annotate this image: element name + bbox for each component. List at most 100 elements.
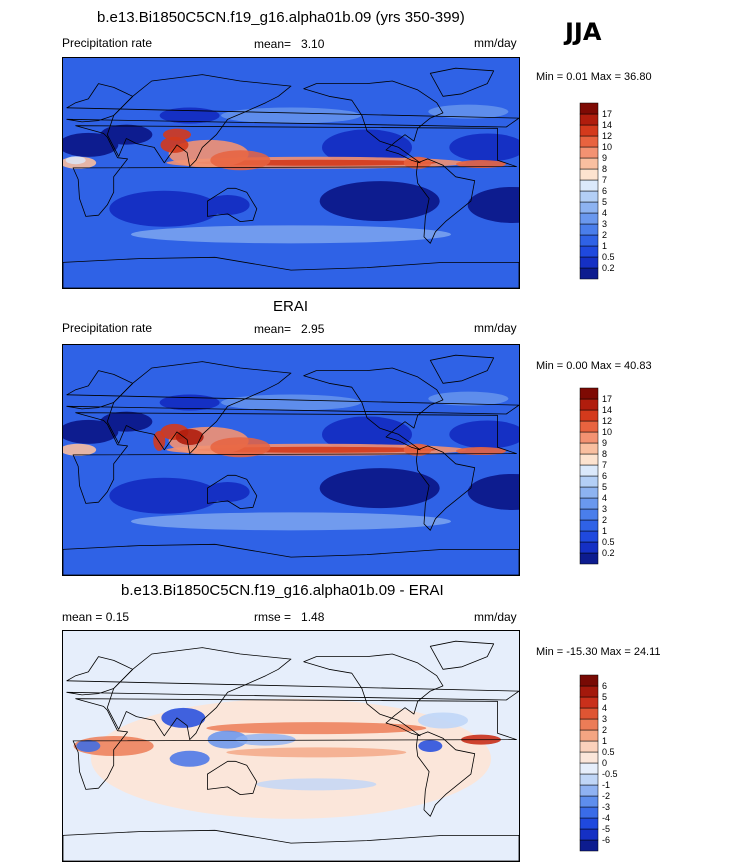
field-contour [169, 750, 210, 767]
colorbar-swatch [579, 795, 599, 808]
colorbar-swatch [579, 839, 599, 852]
colorbar-tick-label: 0 [602, 758, 607, 768]
colorbar-swatch [579, 409, 599, 422]
season-label: JJA [565, 18, 602, 46]
coastline [66, 83, 519, 128]
colorbar-tick-label: 2 [602, 725, 607, 735]
colorbar-tick-label: 0.5 [602, 747, 615, 757]
field-contour [235, 733, 296, 746]
colorbar-tick-label: -1 [602, 780, 610, 790]
field-contour [205, 194, 250, 215]
colorbar-tick-label: 7 [602, 175, 607, 185]
coastline [429, 354, 495, 384]
coastline [303, 367, 444, 451]
panel-1-colorbar: 0.2 0.5 1 2 3 4 5 6 7 8 9 10 12 14 17 [578, 102, 638, 285]
colorbar-swatch [579, 245, 599, 258]
colorbar-tick-label: -3 [602, 802, 610, 812]
colorbar-swatch [579, 707, 599, 720]
panel-1-mean-value: 3.10 [301, 37, 325, 51]
colorbar-tick-label: 10 [602, 427, 612, 437]
field-contour [418, 740, 443, 752]
colorbar-swatch [579, 552, 599, 565]
field-contour [428, 104, 509, 119]
colorbar-swatch [579, 431, 599, 444]
colorbar-tick-label: 5 [602, 482, 607, 492]
coastline [72, 698, 517, 790]
coastline [207, 760, 258, 795]
colorbar-swatch [579, 508, 599, 521]
colorbar-tick-label: 3 [602, 714, 607, 724]
field-contour [205, 481, 250, 502]
coastline [429, 640, 495, 670]
colorbar-swatch [579, 696, 599, 709]
panel-3-map-canvas [63, 631, 519, 861]
colorbar-tick-label: 1 [602, 736, 607, 746]
field-contour [76, 740, 101, 752]
panel-2-colorbar: 0.2 0.5 1 2 3 4 5 6 7 8 9 10 12 14 17 [578, 387, 638, 570]
coastline [106, 361, 292, 454]
colorbar-tick-label: 4 [602, 493, 607, 503]
colorbar-swatch [579, 124, 599, 137]
colorbar-swatch [579, 168, 599, 181]
coastline [416, 731, 476, 817]
field-contour [210, 437, 271, 458]
panel-1-variable-label: Precipitation rate [62, 36, 153, 50]
coastline [416, 445, 476, 531]
coastline [66, 656, 519, 701]
panel-3-rmse-label: rmse = 1.48 [254, 610, 324, 624]
colorbar-swatch [579, 179, 599, 192]
colorbar-swatch [579, 674, 599, 687]
field-contour [322, 416, 412, 453]
panel-2-units: mm/day [474, 321, 517, 335]
colorbar-swatch [579, 146, 599, 159]
colorbar-tick-label: 6 [602, 681, 607, 691]
colorbar-swatch [579, 102, 599, 115]
panel-3-colorbar: -6 -5 -4 -3 -2 -1 -0.5 0 0.5 1 2 3 4 5 6 [578, 674, 638, 857]
colorbar-tick-label: 6 [602, 186, 607, 196]
field-contour [467, 473, 519, 510]
colorbar-swatch [579, 464, 599, 477]
colorbar-swatch [579, 475, 599, 488]
colorbar-tick-label: 0.2 [602, 263, 615, 273]
colorbar-swatch [579, 201, 599, 214]
panel-3-mean-label: mean = 0.15 [62, 610, 130, 624]
coastline [72, 412, 517, 504]
colorbar-tick-label: -0.5 [602, 769, 618, 779]
colorbar-swatch [579, 113, 599, 126]
field-contour [161, 707, 206, 728]
colorbar-swatch [579, 806, 599, 819]
colorbar-swatch [579, 420, 599, 433]
coastline [63, 829, 519, 861]
panel-2-mean-value: 2.95 [301, 322, 325, 336]
panel-3-rmse-key: rmse = [254, 610, 292, 624]
field-contour [322, 129, 412, 166]
field-contour [319, 181, 440, 222]
colorbar-swatch [579, 190, 599, 203]
colorbar-tick-label: -2 [602, 791, 610, 801]
colorbar-tick-label: 14 [602, 405, 612, 415]
field-contour [159, 107, 220, 124]
panel-1-units: mm/day [474, 36, 517, 50]
coastline [207, 187, 258, 222]
field-contour [175, 429, 204, 445]
colorbar-swatch [579, 828, 599, 841]
colorbar-tick-label: 5 [602, 197, 607, 207]
colorbar-swatch [579, 135, 599, 148]
field-background [63, 58, 519, 288]
field-contour [456, 447, 506, 456]
colorbar-tick-label: 12 [602, 416, 612, 426]
field-contour [100, 411, 153, 432]
colorbar-tick-label: 17 [602, 394, 612, 404]
field-background [63, 345, 519, 575]
colorbar-swatch [579, 256, 599, 269]
colorbar-tick-label: 4 [602, 703, 607, 713]
colorbar-swatch [579, 223, 599, 236]
colorbar-tick-label: 17 [602, 109, 612, 119]
colorbar-swatch [579, 234, 599, 247]
field-contour [210, 150, 271, 171]
colorbar-tick-label: -5 [602, 824, 610, 834]
colorbar-tick-label: 14 [602, 120, 612, 130]
field-contour [153, 430, 166, 451]
field-contour [319, 468, 440, 509]
